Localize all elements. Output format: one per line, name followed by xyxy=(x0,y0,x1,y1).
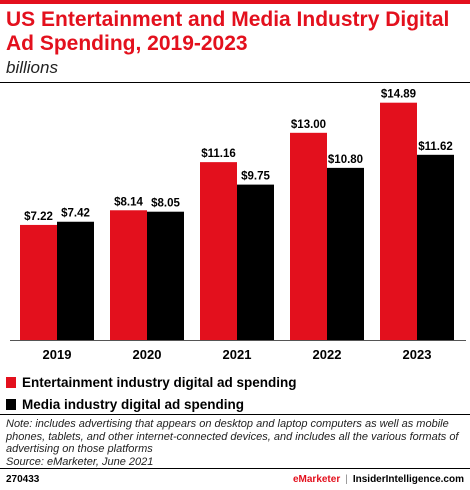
chart-id: 270433 xyxy=(6,474,40,485)
data-label: $13.00 xyxy=(291,119,326,131)
legend-label: Media industry digital ad spending xyxy=(22,396,245,412)
bars-group: $7.22 $7.42 $8.14 $8.05 $11.16 $9.75 $13.00 $10… xyxy=(20,89,454,340)
footer-divider xyxy=(0,468,470,469)
bar-entertainment-2023 xyxy=(380,102,417,340)
bar-media-2019 xyxy=(57,221,94,340)
data-label: $10.80 xyxy=(328,154,363,166)
x-tick-label: 2022 xyxy=(313,347,342,362)
data-label: $11.62 xyxy=(418,141,453,153)
top-accent-bar xyxy=(0,0,470,4)
data-label: $8.05 xyxy=(151,198,180,210)
bar-entertainment-2020 xyxy=(110,210,147,340)
x-tick-label: 2020 xyxy=(133,347,162,362)
source-text: Source: eMarketer, June 2021 xyxy=(6,455,154,468)
x-tick-label: 2019 xyxy=(43,347,72,362)
data-label: $7.22 xyxy=(24,211,53,223)
bar-media-2021 xyxy=(237,184,274,340)
footnote-divider xyxy=(0,414,470,415)
legend: Entertainment industry digital ad spendi… xyxy=(6,373,297,417)
bar-entertainment-2021 xyxy=(200,162,237,340)
chart-subtitle: billions xyxy=(6,58,58,77)
legend-item-media: Media industry digital ad spending xyxy=(6,395,297,413)
bar-entertainment-2022 xyxy=(290,132,327,340)
bar-media-2022 xyxy=(327,167,364,340)
bar-entertainment-2019 xyxy=(20,224,57,340)
data-label: $11.16 xyxy=(201,148,236,160)
legend-item-entertainment: Entertainment industry digital ad spendi… xyxy=(6,373,297,391)
bar-media-2020 xyxy=(147,211,184,340)
legend-label: Entertainment industry digital ad spendi… xyxy=(22,374,297,390)
x-tick-label: 2023 xyxy=(403,347,432,362)
data-label: $14.89 xyxy=(381,89,416,101)
x-axis-line xyxy=(10,340,466,341)
footer-brand: eMarketer | InsiderIntelligence.com xyxy=(293,474,464,485)
bar-media-2023 xyxy=(417,154,454,340)
data-label: $8.14 xyxy=(114,196,143,208)
brand-insiderintelligence: InsiderIntelligence.com xyxy=(352,474,464,485)
data-label: $7.42 xyxy=(61,208,90,220)
header-divider xyxy=(0,82,470,83)
bar-chart: $7.22 $7.42 $8.14 $8.05 $11.16 $9.75 $13.00 $10… xyxy=(20,89,454,362)
data-label: $9.75 xyxy=(241,171,270,183)
legend-swatch-red xyxy=(6,376,16,388)
chart-title: US Entertainment and Media Industry Digi… xyxy=(6,8,450,55)
legend-swatch-black xyxy=(6,398,16,410)
footnote: Note: includes advertising that appears … xyxy=(6,418,466,468)
tick-labels-group: 2019 2020 2021 2022 2023 xyxy=(43,347,432,362)
note-text: Note: includes advertising that appears … xyxy=(6,418,459,455)
brand-separator: | xyxy=(345,474,348,485)
x-tick-label: 2021 xyxy=(223,347,252,362)
brand-emarketer: eMarketer xyxy=(292,474,341,485)
